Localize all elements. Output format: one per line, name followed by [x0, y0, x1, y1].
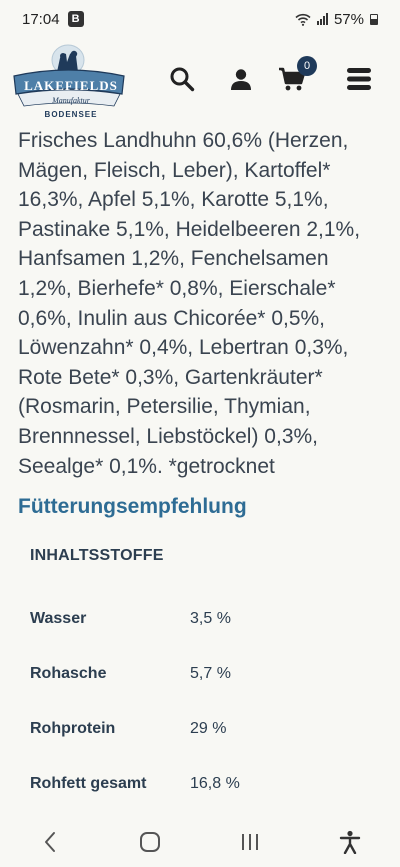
- nutrients-table: INHALTSSTOFFE Wasser 3,5 % Rohasche 5,7 …: [30, 547, 382, 811]
- recent-apps-icon: [242, 833, 258, 850]
- menu-button[interactable]: [342, 62, 376, 96]
- system-navigation-bar: [0, 816, 400, 867]
- product-details: Frisches Landhuhn 60,6% (Herzen, Mägen, …: [0, 124, 400, 816]
- nutrient-value: 29 %: [190, 719, 227, 737]
- logo-wordmark: LAKEFIELDS: [24, 78, 118, 93]
- cart-button[interactable]: 0: [275, 56, 317, 96]
- feeding-recommendation-link[interactable]: Fütterungsempfehlung: [18, 495, 247, 519]
- nutrient-name: Rohfett gesamt: [30, 774, 147, 792]
- battery-percent: 57%: [333, 10, 364, 28]
- nutrient-value: 3,5 %: [190, 609, 231, 627]
- nutrient-name: Wasser: [30, 609, 87, 627]
- nutrient-value: 16,8 %: [190, 774, 240, 792]
- account-button[interactable]: [224, 62, 258, 96]
- home-button[interactable]: [128, 822, 172, 862]
- status-right: 57%: [295, 11, 378, 28]
- hamburger-menu-icon: [347, 68, 371, 90]
- signal-icon: [316, 13, 328, 25]
- table-row: Rohasche 5,7 %: [30, 646, 382, 701]
- status-left: 17:04 B: [22, 11, 84, 28]
- nutrient-value: 5,7 %: [190, 664, 231, 682]
- accessibility-button[interactable]: [328, 822, 372, 862]
- chevron-left-icon: [45, 831, 55, 852]
- logo-subtitle: Manufaktur: [52, 96, 90, 105]
- accessibility-icon: [339, 830, 361, 854]
- site-header: LAKEFIELDS Manufaktur BODENSEE 0: [0, 38, 400, 124]
- table-row: Wasser 3,5 %: [30, 591, 382, 646]
- ingredients-text: Frisches Landhuhn 60,6% (Herzen, Mägen, …: [18, 129, 361, 478]
- back-button[interactable]: [28, 822, 72, 862]
- cart-count-badge: 0: [297, 56, 317, 76]
- recent-apps-button[interactable]: [228, 822, 272, 862]
- table-row: Rohfett gesamt 16,8 %: [30, 756, 382, 811]
- app-notification-badge: B: [67, 11, 84, 27]
- status-time: 17:04: [22, 10, 60, 28]
- nutrient-name: Rohasche: [30, 664, 107, 682]
- logo-location: BODENSEE: [44, 110, 98, 119]
- wifi-icon: [295, 13, 311, 26]
- logo-text-wrap: LAKEFIELDS Manufaktur BODENSEE: [14, 78, 128, 119]
- search-button[interactable]: [165, 62, 199, 96]
- lakefields-logo[interactable]: [10, 42, 128, 120]
- user-icon: [231, 69, 251, 90]
- nutrients-heading: INHALTSSTOFFE: [30, 547, 164, 565]
- home-icon: [140, 831, 160, 852]
- search-icon: [170, 67, 195, 92]
- table-row: Rohprotein 29 %: [30, 701, 382, 756]
- status-bar: 17:04 B 57%: [0, 0, 400, 38]
- nutrient-name: Rohprotein: [30, 719, 116, 737]
- battery-icon: [370, 13, 378, 25]
